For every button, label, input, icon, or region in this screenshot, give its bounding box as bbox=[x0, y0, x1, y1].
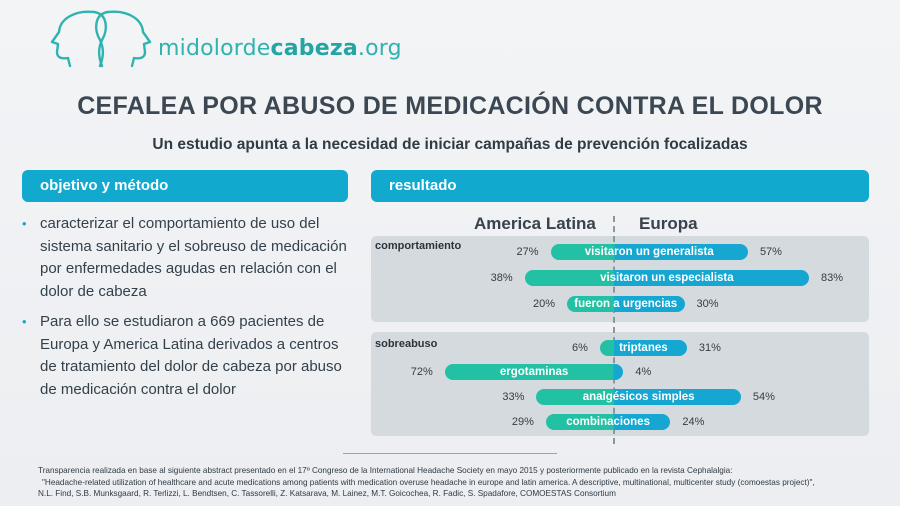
bullet-icon: • bbox=[22, 314, 27, 329]
page-title: CEFALEA POR ABUSO DE MEDICACIÓN CONTRA E… bbox=[77, 92, 823, 120]
bullet-icon: • bbox=[22, 216, 27, 231]
bullet-list: • caracterizar el comportamiento de uso d… bbox=[22, 213, 352, 409]
legend-america-latina: America Latina bbox=[474, 214, 596, 233]
logo-wordmark: midolordecabeza.org bbox=[158, 36, 402, 61]
value-label-europa: 24% bbox=[682, 416, 705, 428]
value-label-europa: 57% bbox=[759, 246, 782, 258]
value-label-america-latina: 72% bbox=[410, 366, 433, 378]
value-label-america-latina: 38% bbox=[490, 272, 513, 284]
value-label-america-latina: 29% bbox=[511, 416, 534, 428]
value-label-europa: 54% bbox=[752, 391, 775, 403]
logo-text-3: .org bbox=[357, 36, 402, 61]
logo-text-1: midolorde bbox=[158, 36, 271, 61]
list-item: • caracterizar el comportamiento de uso d… bbox=[22, 213, 352, 303]
value-label-europa: 4% bbox=[635, 366, 652, 378]
bar-combinaciones: combinaciones bbox=[545, 414, 671, 430]
value-label-europa: 30% bbox=[696, 298, 719, 310]
list-item: • Para ello se estudiaron a 669 pacientes… bbox=[22, 311, 352, 401]
bar-triptanes: triptanes bbox=[599, 340, 687, 356]
value-label-america-latina: 6% bbox=[572, 342, 588, 354]
group-label-comportamiento: comportamiento bbox=[375, 240, 462, 252]
value-label-europa: 31% bbox=[698, 342, 721, 354]
bar-ergotaminas: ergotaminas bbox=[444, 364, 624, 380]
value-label-america-latina: 33% bbox=[502, 391, 525, 403]
bullet-text: Para ello se estudiaron a 669 pacientes … bbox=[40, 313, 342, 398]
legend-europa: Europa bbox=[639, 214, 698, 233]
bar-visitaron-un-especialista: visitaron un especialista bbox=[524, 270, 810, 286]
logo-text-2: cabeza bbox=[270, 36, 358, 61]
footer-line-3: N.L. Find, S.B. Munksgaard, R. Terlizzi,… bbox=[38, 489, 616, 498]
footer-line-1: Transparencia realizada en base al sigui… bbox=[38, 466, 733, 475]
footer-divider bbox=[343, 453, 557, 454]
section-header-objetivo: objetivo y método bbox=[22, 170, 348, 202]
value-label-america-latina: 27% bbox=[516, 246, 539, 258]
site-logo[interactable]: midolordecabeza.org bbox=[46, 8, 402, 68]
center-divider bbox=[613, 216, 615, 444]
bar-visitaron-un-generalista: visitaron un generalista bbox=[550, 244, 748, 260]
bar-fueron-a-urgencias: fueron a urgencias bbox=[567, 296, 685, 312]
two-heads-logo-icon bbox=[50, 10, 152, 68]
group-label-sobreabuso: sobreabuso bbox=[375, 338, 438, 350]
footer-line-2: "Headache-related utilization of healthc… bbox=[42, 477, 815, 487]
bar-analgésicos-simples: analgésicos simples bbox=[536, 389, 741, 405]
footer-citation: Transparencia realizada en base al sigui… bbox=[38, 465, 878, 500]
value-label-america-latina: 20% bbox=[532, 298, 555, 310]
value-label-europa: 83% bbox=[821, 272, 844, 284]
bullet-text: caracterizar el comportamiento de uso de… bbox=[40, 215, 347, 300]
page-subtitle: Un estudio apunta a la necesidad de inic… bbox=[152, 136, 748, 153]
section-header-resultado: resultado bbox=[371, 170, 869, 202]
